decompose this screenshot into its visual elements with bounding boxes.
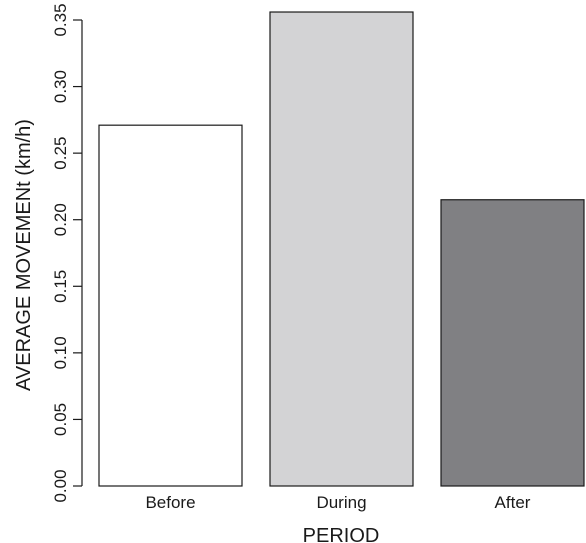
y-axis-title: AVERAGE MOVEMENt (km/h) (13, 119, 35, 391)
y-axis: 0.00 0.05 0.10 0.15 0.20 0.25 0.30 0.35 (51, 3, 83, 503)
bar-during (269, 11, 414, 487)
x-axis-title: PERIOD (303, 525, 380, 543)
y-tick-label: 0.10 (51, 336, 70, 369)
x-tick-label-after: After (495, 493, 531, 512)
y-tick-label: 0.20 (51, 203, 70, 236)
bars-group (98, 11, 585, 487)
y-tick-label: 0.05 (51, 403, 70, 436)
y-tick-label: 0.30 (51, 70, 70, 103)
bar-after (440, 199, 585, 487)
x-tick-label-during: During (316, 493, 366, 512)
y-tick-label: 0.25 (51, 137, 70, 170)
bar-before (98, 124, 243, 487)
y-tick-label: 0.00 (51, 469, 70, 502)
y-tick-label: 0.15 (51, 270, 70, 303)
x-tick-label-before: Before (145, 493, 195, 512)
y-tick-label: 0.35 (51, 3, 70, 36)
x-axis: Before During After (145, 493, 530, 512)
